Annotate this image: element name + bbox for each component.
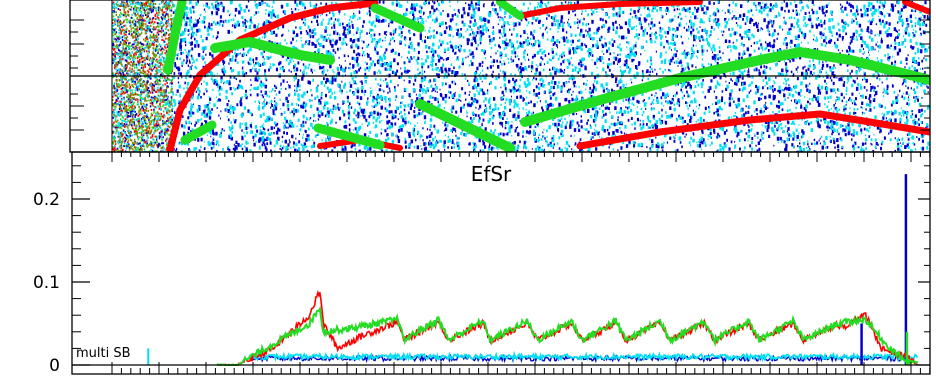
noise-strip-points	[112, 0, 174, 152]
green-band-2	[210, 37, 335, 65]
y-tick-label: 0.1	[33, 273, 60, 293]
green-band-4	[496, 0, 524, 20]
green-band-5	[180, 120, 217, 145]
noise-strip-points	[112, 0, 173, 152]
noise-strip-points	[112, 0, 174, 152]
green-band-7	[415, 99, 515, 152]
panel-title: EfSr	[471, 162, 512, 186]
bottom-panel-frame	[71, 151, 931, 375]
noise-strip-points	[112, 0, 174, 152]
green-band-6	[313, 123, 385, 150]
series-green-line	[216, 305, 919, 367]
red-band-4	[576, 110, 930, 150]
y-tick-label: 0.2	[33, 190, 60, 210]
top-scatter-panel	[69, 0, 931, 153]
series-cyan-line	[248, 350, 919, 363]
y-tick-label: 0	[49, 356, 60, 376]
green-band-3	[370, 3, 425, 33]
red-band-3	[517, 0, 703, 19]
multi-sb-label: multi SB	[76, 346, 131, 361]
efsr-line-panel: EfSr 0 0.1 0.2 multi SB	[33, 151, 931, 376]
green-band-1	[163, 0, 187, 75]
red-band-5	[902, 0, 930, 15]
green-band-8	[520, 47, 930, 127]
